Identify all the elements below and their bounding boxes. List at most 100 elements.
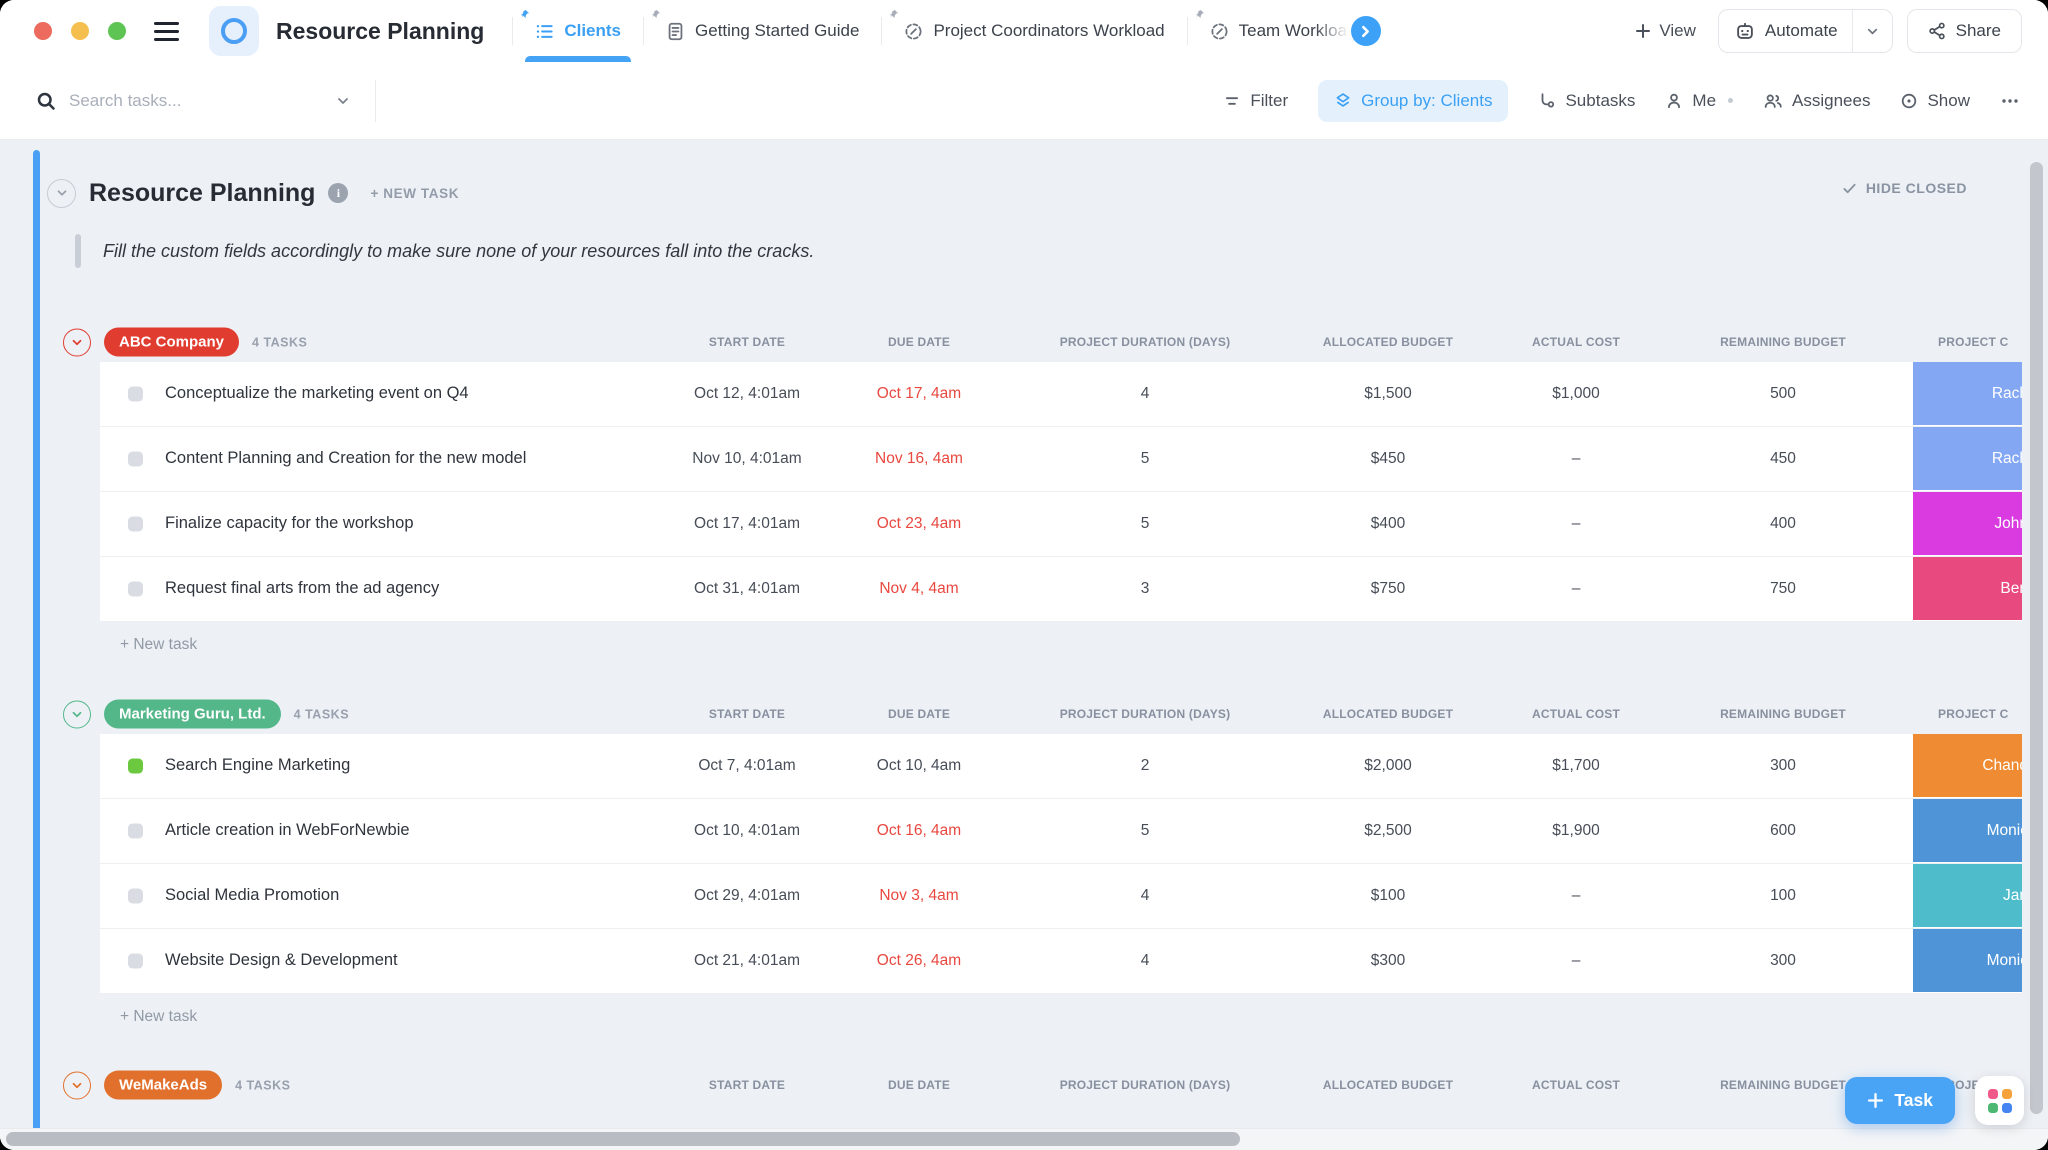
column-header-actual-cost[interactable]: ACTUAL COST (1532, 1078, 1620, 1092)
group-name-badge[interactable]: WeMakeAds (104, 1070, 223, 1100)
due-date-cell[interactable]: Nov 4, 4am (879, 580, 959, 597)
chevron-down-icon[interactable] (1853, 24, 1892, 39)
allocated-budget-cell[interactable]: $2,000 (1364, 757, 1412, 774)
group-name-badge[interactable]: Marketing Guru, Ltd. (104, 699, 281, 729)
start-date-cell[interactable]: Nov 10, 4:01am (692, 450, 802, 467)
duration-cell[interactable]: 4 (1140, 887, 1150, 904)
remaining-budget-cell[interactable]: 100 (1770, 887, 1796, 904)
maximize-window-button[interactable] (108, 22, 126, 40)
tab-getting-started-guide[interactable]: Getting Started Guide (644, 0, 881, 62)
column-header-duration[interactable]: PROJECT DURATION (DAYS) (1059, 1078, 1231, 1092)
hide-closed-button[interactable]: HIDE CLOSED (1842, 180, 1967, 196)
vertical-scrollbar[interactable] (2030, 162, 2043, 1114)
remaining-budget-cell[interactable]: 500 (1770, 385, 1796, 402)
actual-cost-cell[interactable]: – (1571, 580, 1581, 597)
task-title[interactable]: Finalize capacity for the workshop (165, 514, 414, 533)
start-date-cell[interactable]: Oct 21, 4:01am (694, 952, 800, 969)
due-date-cell[interactable]: Oct 26, 4am (876, 952, 962, 969)
start-date-cell[interactable]: Oct 7, 4:01am (698, 757, 796, 774)
group-name-badge[interactable]: ABC Company (104, 327, 240, 357)
minimize-window-button[interactable] (71, 22, 89, 40)
info-icon[interactable]: i (328, 183, 349, 203)
project-coordinator-chip[interactable]: Chand (1913, 734, 2022, 797)
task-status-icon[interactable] (128, 758, 143, 774)
actual-cost-cell[interactable]: – (1571, 952, 1581, 969)
assignees-button[interactable]: Assignees (1763, 91, 1870, 111)
add-view-button[interactable]: View (1627, 21, 1704, 41)
task-status-icon[interactable] (128, 953, 143, 969)
group-by-button[interactable]: Group by: Clients (1318, 79, 1509, 122)
start-date-cell[interactable]: Oct 10, 4:01am (694, 822, 800, 839)
column-header-due-date[interactable]: DUE DATE (887, 707, 951, 721)
menu-icon[interactable] (154, 21, 179, 41)
task-title[interactable]: Search Engine Marketing (165, 756, 351, 775)
task-status-icon[interactable] (128, 386, 143, 402)
column-header-actual-cost[interactable]: ACTUAL COST (1532, 335, 1620, 349)
actual-cost-cell[interactable]: $1,700 (1552, 757, 1600, 774)
remaining-budget-cell[interactable]: 750 (1770, 580, 1796, 597)
due-date-cell[interactable]: Nov 16, 4am (875, 450, 963, 467)
share-button[interactable]: Share (1906, 9, 2022, 53)
column-header-allocated-budget[interactable]: ALLOCATED BUDGET (1322, 335, 1454, 349)
add-task-button[interactable]: + New task (120, 636, 198, 653)
allocated-budget-cell[interactable]: $100 (1370, 887, 1406, 904)
duration-cell[interactable]: 5 (1140, 450, 1150, 467)
task-title[interactable]: Website Design & Development (165, 951, 398, 970)
actual-cost-cell[interactable]: – (1571, 887, 1581, 904)
due-date-cell[interactable]: Nov 3, 4am (879, 887, 959, 904)
task-title[interactable]: Content Planning and Creation for the ne… (165, 449, 527, 468)
add-task-button[interactable]: + New task (120, 1008, 198, 1025)
column-header-start-date[interactable]: START DATE (708, 707, 786, 721)
start-date-cell[interactable]: Oct 17, 4:01am (694, 515, 800, 532)
collapse-group-chevron-icon[interactable] (63, 328, 91, 356)
search-options-chevron-icon[interactable] (335, 93, 351, 109)
project-coordinator-chip[interactable]: Ben (1913, 557, 2022, 620)
collapse-group-chevron-icon[interactable] (63, 1071, 91, 1099)
project-coordinator-chip[interactable]: Rach (1913, 427, 2022, 490)
duration-cell[interactable]: 4 (1140, 385, 1150, 402)
duration-cell[interactable]: 4 (1140, 952, 1150, 969)
workspace-logo[interactable] (209, 6, 259, 56)
due-date-cell[interactable]: Oct 10, 4am (876, 757, 962, 774)
project-coordinator-chip[interactable]: John (1913, 492, 2022, 555)
allocated-budget-cell[interactable]: $300 (1370, 952, 1406, 969)
expand-tabs-icon[interactable] (1350, 16, 1381, 46)
subtasks-button[interactable]: Subtasks (1538, 91, 1635, 111)
remaining-budget-cell[interactable]: 450 (1770, 450, 1796, 467)
due-date-cell[interactable]: Oct 17, 4am (876, 385, 962, 402)
column-header-due-date[interactable]: DUE DATE (887, 1078, 951, 1092)
column-header-remaining-budget[interactable]: REMAINING BUDGET (1720, 335, 1846, 349)
column-header-duration[interactable]: PROJECT DURATION (DAYS) (1059, 335, 1231, 349)
task-status-icon[interactable] (128, 823, 143, 839)
project-coordinator-chip[interactable]: Jan (1913, 864, 2022, 927)
automate-button[interactable]: Automate (1717, 9, 1893, 53)
horizontal-scrollbar-thumb[interactable] (6, 1132, 1240, 1146)
project-coordinator-chip[interactable]: Monic (1913, 929, 2022, 992)
column-header-remaining-budget[interactable]: REMAINING BUDGET (1720, 707, 1846, 721)
allocated-budget-cell[interactable]: $750 (1370, 580, 1406, 597)
column-header-start-date[interactable]: START DATE (708, 335, 786, 349)
column-header-project-coordinator[interactable]: PROJECT C (1938, 335, 2009, 349)
filter-button[interactable]: Filter (1223, 91, 1288, 111)
collapse-group-chevron-icon[interactable] (63, 700, 91, 728)
close-window-button[interactable] (34, 22, 52, 40)
column-header-duration[interactable]: PROJECT DURATION (DAYS) (1059, 707, 1231, 721)
duration-cell[interactable]: 2 (1140, 757, 1150, 774)
duration-cell[interactable]: 5 (1140, 515, 1150, 532)
allocated-budget-cell[interactable]: $2,500 (1364, 822, 1412, 839)
remaining-budget-cell[interactable]: 300 (1770, 757, 1796, 774)
due-date-cell[interactable]: Oct 16, 4am (876, 822, 962, 839)
show-button[interactable]: Show (1900, 91, 1970, 111)
task-title[interactable]: Conceptualize the marketing event on Q4 (165, 384, 469, 403)
actual-cost-cell[interactable]: $1,000 (1552, 385, 1600, 402)
more-options-button[interactable] (2000, 92, 2020, 110)
remaining-budget-cell[interactable]: 400 (1770, 515, 1796, 532)
collapse-list-chevron-icon[interactable] (47, 178, 76, 208)
column-header-actual-cost[interactable]: ACTUAL COST (1532, 707, 1620, 721)
allocated-budget-cell[interactable]: $450 (1370, 450, 1406, 467)
column-header-remaining-budget[interactable]: REMAINING BUDGET (1720, 1078, 1846, 1092)
actual-cost-cell[interactable]: – (1571, 450, 1581, 467)
start-date-cell[interactable]: Oct 29, 4:01am (694, 887, 800, 904)
start-date-cell[interactable]: Oct 12, 4:01am (694, 385, 800, 402)
add-task-fab[interactable]: Task (1845, 1077, 1955, 1124)
